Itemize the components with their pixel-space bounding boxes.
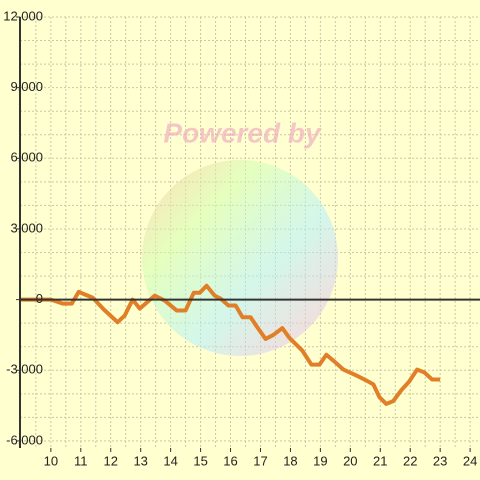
x-tick-label: 18 bbox=[283, 453, 297, 468]
y-tick-label: 12,000 bbox=[3, 8, 43, 23]
x-tick-label: 20 bbox=[343, 453, 357, 468]
x-tick-label: 11 bbox=[74, 453, 88, 468]
watermark: Powered by bbox=[163, 117, 322, 148]
x-tick-label: 21 bbox=[373, 453, 387, 468]
x-tick-label: 24 bbox=[463, 453, 477, 468]
y-tick-label: -3,000 bbox=[6, 362, 43, 377]
x-tick-label: 16 bbox=[223, 453, 237, 468]
y-tick-label: 9,000 bbox=[10, 79, 43, 94]
x-tick-label: 10 bbox=[44, 453, 58, 468]
x-tick-label: 19 bbox=[313, 453, 327, 468]
watermark-logo bbox=[142, 160, 338, 356]
plot bbox=[20, 283, 441, 406]
x-tick-label: 14 bbox=[163, 453, 177, 468]
x-tick-label: 13 bbox=[133, 453, 147, 468]
x-tick-label: 15 bbox=[193, 453, 207, 468]
y-tick-label: 6,000 bbox=[10, 150, 43, 165]
x-tick-label: 12 bbox=[104, 453, 118, 468]
x-tick-label: 23 bbox=[433, 453, 447, 468]
grid bbox=[20, 16, 480, 448]
x-tick-label: 22 bbox=[403, 453, 417, 468]
x-tick-label: 17 bbox=[253, 453, 267, 468]
y-tick-label: 0 bbox=[36, 291, 43, 306]
line bbox=[20, 283, 441, 406]
y-tick-label: 3,000 bbox=[10, 220, 43, 235]
y-tick-label: -6,000 bbox=[6, 432, 43, 447]
